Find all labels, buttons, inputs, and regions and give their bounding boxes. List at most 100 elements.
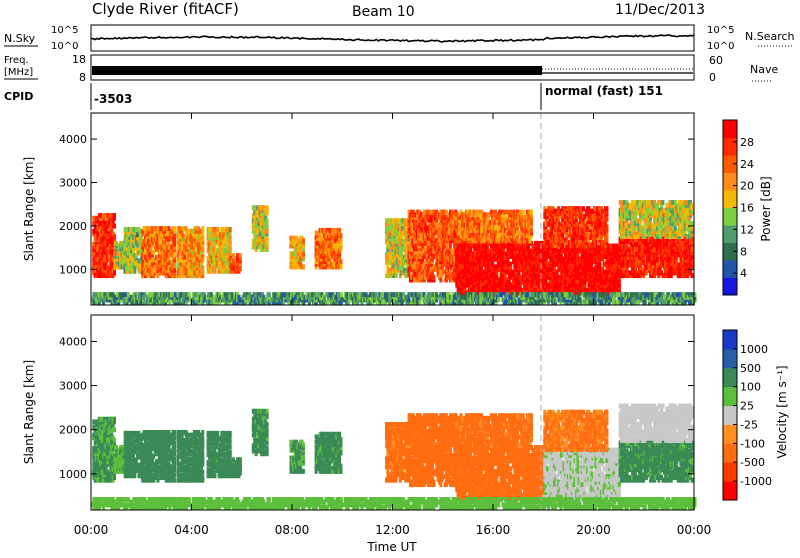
power-cell-609 [156, 226, 159, 231]
power-cell-766 [176, 263, 179, 268]
noise-left-tick-bottom: 10^0 [51, 41, 78, 52]
power-cell-4542 [561, 243, 564, 248]
power-cell-762 [173, 226, 176, 231]
power-cell-2263 [439, 277, 442, 282]
power-cell-2074 [423, 210, 426, 215]
cpid-second-mode: normal (fast) 151 [545, 84, 663, 98]
freq-unit-label: [MHz] [4, 67, 33, 78]
power-cell-3430 [477, 223, 480, 228]
nave-tick-top: 60 [709, 54, 723, 67]
power-cell-4701 [583, 214, 586, 219]
power-cell-748 [173, 273, 176, 278]
power-cell-2899 [501, 285, 504, 290]
power-cell-252 [113, 213, 116, 218]
power-cell-4855 [605, 224, 608, 229]
power-cell-848 [185, 226, 188, 231]
power-cell-4852 [605, 235, 608, 240]
power-cell-2977 [509, 262, 512, 267]
power-cell-994 [201, 265, 204, 270]
power-cell-759 [173, 237, 176, 242]
power-cell-4400 [618, 283, 621, 288]
power-cell-4856 [605, 217, 608, 222]
power-cell-4528 [558, 243, 561, 248]
nave-label: Nave [750, 63, 778, 76]
power-cell-1214 [232, 253, 235, 258]
power-cell-4356 [612, 244, 615, 249]
freq-trace-first-mode [92, 66, 542, 75]
power-cell-2181 [432, 275, 435, 280]
power-cell-4447 [547, 222, 550, 227]
power-cell-1429 [302, 251, 305, 256]
power-cell-44 [95, 216, 98, 221]
power-cell-1197 [229, 240, 232, 245]
power-cell-1237 [239, 253, 242, 258]
power-cell-749 [173, 268, 176, 273]
power-cell-1357 [266, 205, 269, 210]
power-cell-3682 [522, 210, 525, 215]
power-cell-2333 [444, 215, 447, 220]
power-cell-3185 [531, 244, 534, 249]
power-cell-428 [137, 227, 140, 232]
power-cell-3049 [517, 270, 520, 275]
noise-search-label: N.Search [745, 30, 795, 43]
power-cell-3448 [480, 210, 483, 215]
power-cell-4680 [581, 243, 584, 248]
power-cell-250 [113, 224, 116, 229]
power-cell-1349 [266, 237, 269, 242]
power-cell-1064 [213, 269, 216, 274]
power-cell-3785 [549, 272, 552, 277]
beam-label: Beam 10 [352, 4, 415, 20]
power-cell-1354 [266, 218, 269, 223]
freq-tick-bottom: 8 [79, 71, 86, 84]
power-cell-3725 [530, 228, 533, 233]
power-cell-1426 [302, 264, 305, 269]
noise-right-tick-top: 10^5 [707, 25, 734, 36]
power-cell-249 [113, 234, 116, 239]
power-cell-712 [168, 226, 171, 231]
freq-label: Freq. [4, 55, 29, 66]
power-cell-1704 [392, 218, 395, 223]
power-cell-1328 [263, 239, 266, 244]
power-cell-3596 [508, 230, 511, 235]
power-cell-3455 [483, 238, 486, 243]
nave-tick-bottom: 0 [709, 71, 716, 84]
power-cell-2954 [506, 257, 509, 262]
power-cell-999 [201, 247, 204, 252]
power-cell-57 [96, 231, 99, 236]
power-cell-1610 [338, 228, 341, 233]
power-cell-2931 [504, 259, 507, 264]
power-cell-1200 [229, 227, 232, 232]
power-cell-1921 [412, 210, 415, 215]
power-cell-1198 [229, 235, 232, 240]
power-cell-4694 [582, 206, 585, 211]
power-cell-1613 [339, 259, 342, 264]
power-cell-4937 [628, 263, 631, 268]
power-cell-2852 [495, 275, 498, 280]
power-cell-4788 [596, 211, 599, 216]
power-cell-4263 [603, 270, 606, 275]
power-cell-993 [201, 270, 204, 275]
power-cell-4629 [572, 206, 575, 211]
power-cell-2652 [473, 262, 476, 267]
power-cell-1451 [316, 230, 319, 235]
power-cell-4197 [596, 272, 599, 277]
power-cell-3060 [519, 275, 522, 280]
power-cell-1750 [397, 260, 400, 265]
power-cell-865 [187, 263, 190, 268]
power-cell-4664 [578, 240, 581, 245]
noise-left-tick-top: 10^5 [51, 25, 78, 36]
power-cell-754 [173, 252, 176, 257]
power-cell-13 [92, 216, 95, 221]
power-scatter [91, 200, 696, 305]
power-cell-1353 [266, 224, 269, 229]
power-cell-1005 [201, 226, 204, 231]
power-cell-4383 [615, 244, 618, 249]
power-cell-266 [115, 241, 118, 246]
power-cell-1387 [294, 241, 297, 246]
power-cell-2397 [449, 244, 452, 249]
noise-right-tick-bottom: 10^0 [707, 41, 734, 52]
cpid-label: CPID [4, 90, 33, 103]
power-cell-1348 [266, 242, 269, 247]
